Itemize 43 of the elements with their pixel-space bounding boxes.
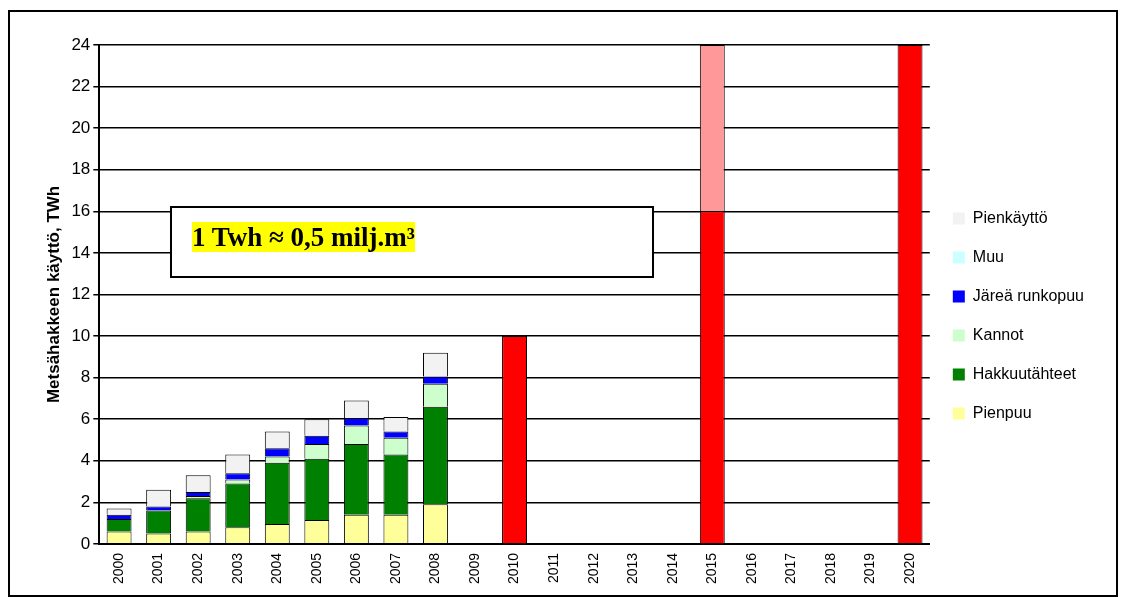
x-tick-label: 2011 — [544, 552, 561, 583]
legend-label: Järeä runkopuu — [972, 286, 1084, 304]
x-tick-label: 2008 — [426, 552, 443, 585]
x-tick-label: 2018 — [821, 552, 838, 585]
y-tick-label: 10 — [71, 325, 91, 345]
x-tick-label: 2016 — [742, 552, 759, 585]
legend-label: Pienkäyttö — [972, 208, 1048, 226]
x-tick-label: 2004 — [268, 552, 285, 585]
x-tick-label: 2017 — [782, 552, 799, 585]
y-tick-label: 4 — [80, 450, 91, 470]
x-tick-label: 2001 — [149, 552, 166, 585]
x-tick-label: 2013 — [624, 552, 641, 585]
annotation: 1 Twh ≈ 0,5 milj.m³ — [192, 222, 415, 252]
x-tick-label: 2009 — [465, 552, 482, 585]
legend-label: Hakkuutähteet — [972, 364, 1077, 382]
legend-label: Muu — [972, 247, 1004, 265]
y-tick-label: 8 — [80, 367, 91, 387]
x-tick-label: 2012 — [584, 552, 601, 585]
y-tick-label: 0 — [80, 533, 91, 553]
x-tick-label: 2015 — [703, 552, 720, 585]
y-axis-title: Metsähakkeen käyttö, TWh — [43, 185, 63, 404]
x-tick-label: 2000 — [109, 552, 126, 585]
x-tick-label: 2020 — [900, 552, 917, 585]
legend-label: Pienpuu — [972, 403, 1032, 421]
y-tick-label: 6 — [80, 408, 91, 428]
y-tick-label: 14 — [71, 242, 91, 262]
x-tick-label: 2006 — [347, 552, 364, 585]
y-tick-label: 20 — [71, 117, 91, 137]
y-tick-label: 12 — [71, 284, 91, 304]
x-tick-label: 2010 — [505, 552, 522, 585]
x-tick-label: 2019 — [861, 552, 878, 585]
text-box: 1 Twh ≈ 0,5 milj.m³ — [170, 206, 654, 278]
y-tick-label: 22 — [71, 76, 91, 96]
y-tick-label: 24 — [71, 34, 91, 54]
y-tick-label: 2 — [80, 491, 91, 511]
x-tick-label: 2002 — [189, 552, 206, 585]
x-tick-label: 2005 — [307, 552, 324, 585]
y-tick-label: 16 — [71, 200, 91, 220]
legend-label: Kannot — [972, 325, 1025, 343]
x-tick-label: 2014 — [663, 552, 680, 585]
y-tick-label: 18 — [71, 159, 91, 179]
x-tick-label: 2007 — [386, 552, 403, 585]
x-tick-label: 2003 — [228, 552, 245, 585]
